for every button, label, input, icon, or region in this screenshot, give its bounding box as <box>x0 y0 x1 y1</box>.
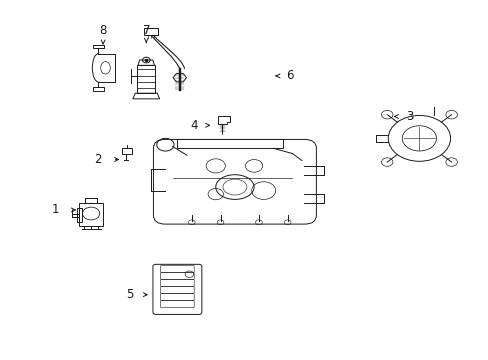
Text: 8: 8 <box>99 23 106 37</box>
Text: 1: 1 <box>51 203 59 216</box>
Text: 3: 3 <box>406 110 413 123</box>
Text: 6: 6 <box>285 69 293 82</box>
Text: 4: 4 <box>190 119 198 132</box>
Text: 7: 7 <box>142 23 150 37</box>
Text: 5: 5 <box>125 288 133 301</box>
Text: 2: 2 <box>94 153 102 166</box>
